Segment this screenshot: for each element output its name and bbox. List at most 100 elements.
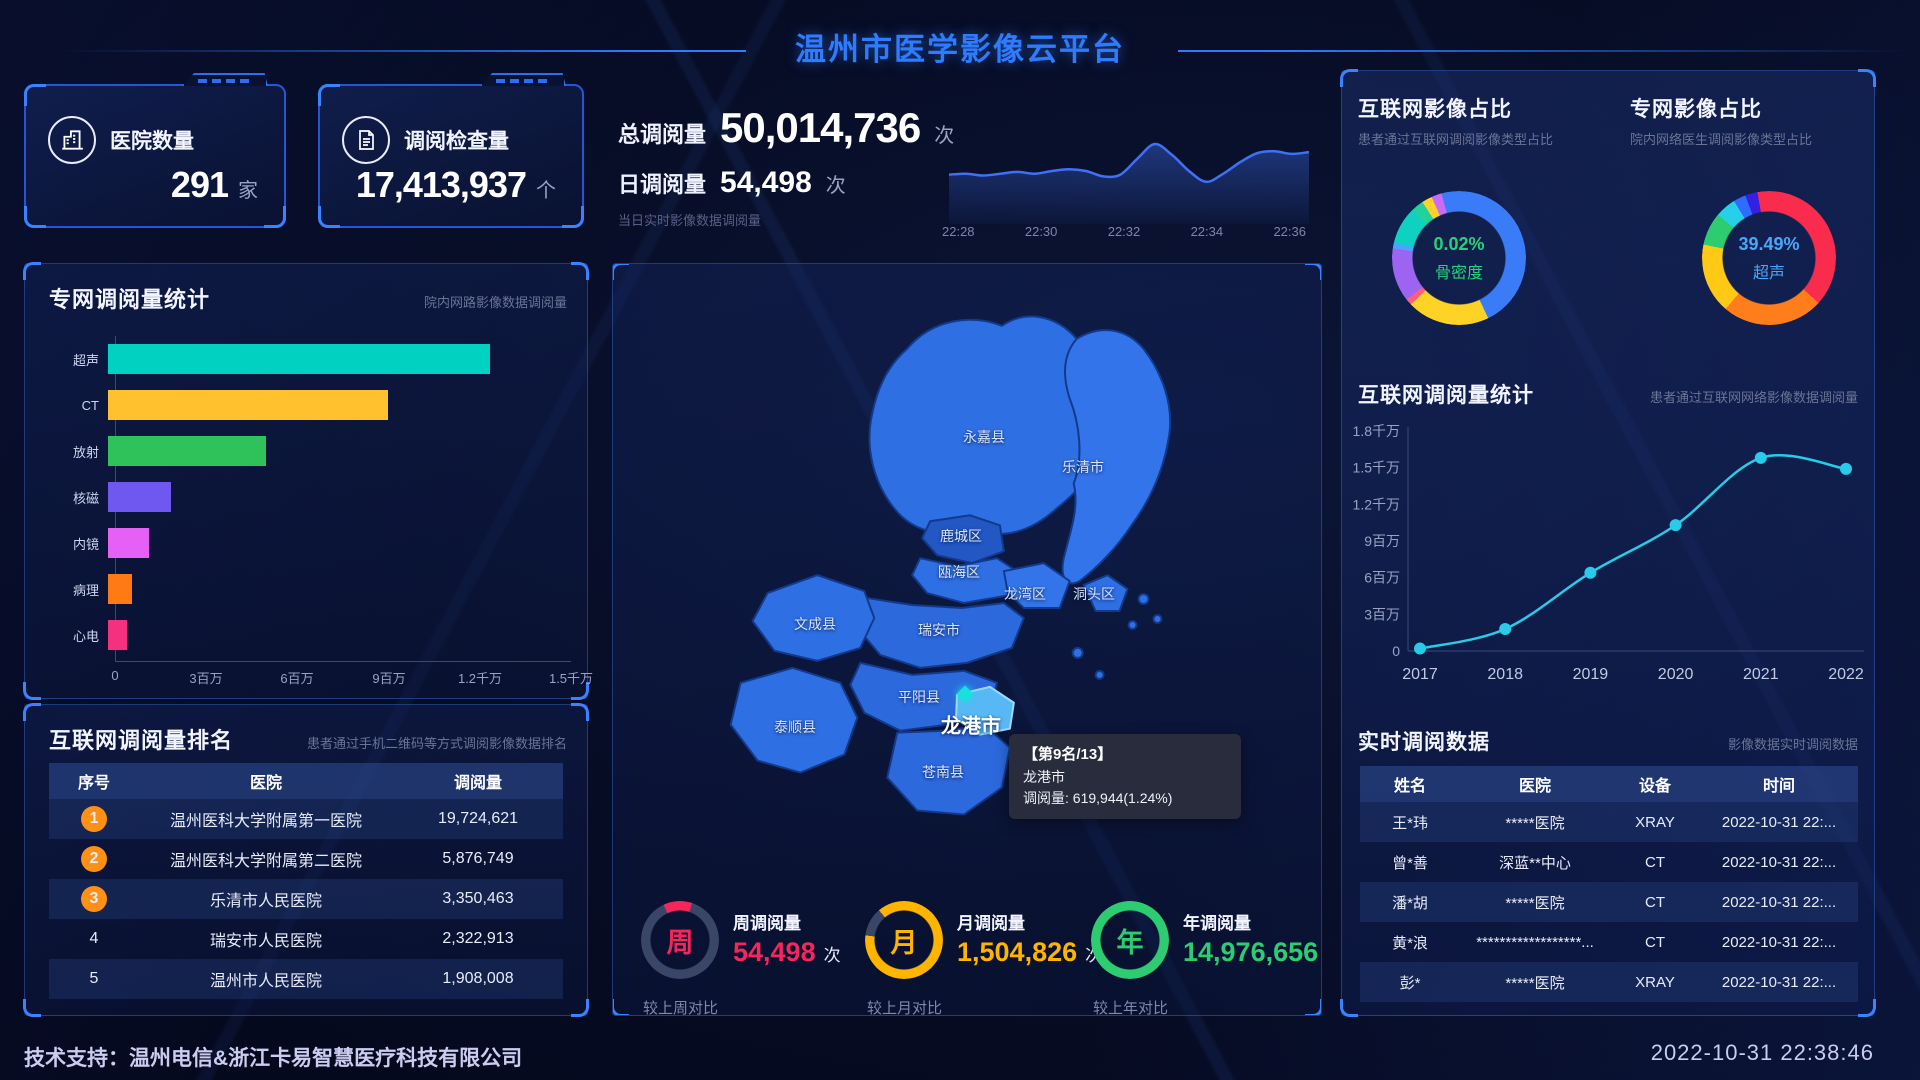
donut1-title: 互联网影像占比	[1358, 98, 1512, 121]
bar[interactable]	[108, 436, 266, 466]
sparkline-time-tick: 22:28	[942, 224, 975, 239]
bar-axis-tick: 1.5千万	[548, 671, 594, 686]
right-stats-panel: 互联网影像占比 患者通过互联网调阅影像类型占比 专网影像占比 院内网络医生调阅影…	[1340, 69, 1876, 1017]
hospital-name: 乐清市人民医院	[209, 893, 322, 910]
footer-timestamp: 2022-10-31 22:38:46	[1650, 1040, 1874, 1065]
view-time: 2022-10-31 22:...	[1721, 853, 1837, 871]
line-chart-title: 互联网调阅量统计	[1358, 384, 1534, 407]
totals-block: 总调阅量 50,014,736 次 日调阅量 54,498 次 当日实时影像数据…	[618, 104, 954, 229]
svg-text:2022: 2022	[1828, 666, 1864, 683]
bar-row: 心电	[51, 612, 571, 658]
map-region-wencheng	[751, 574, 876, 662]
tooltip-value: 调阅量: 619,944(1.24%)	[1023, 789, 1173, 806]
gauge-unit: 次	[823, 946, 841, 965]
bar-category-label: 超声	[72, 352, 99, 368]
realtime-subtitle: 影像数据实时调阅数据	[1727, 737, 1858, 752]
card-notch-decoration	[480, 73, 566, 86]
gauge-compare-label: 较上周对比	[643, 1000, 719, 1016]
sparkline-time-tick: 22:32	[1107, 224, 1141, 239]
bar-category-label: 病理	[72, 582, 99, 598]
realtime-trend-sparkline[interactable]	[949, 112, 1309, 224]
panel-title: 互联网调阅量排名	[49, 728, 234, 753]
svg-text:3百万: 3百万	[1364, 606, 1400, 622]
patient-name: 潘*胡	[1392, 894, 1428, 912]
bar[interactable]	[108, 574, 132, 604]
rank-badge: 3	[81, 886, 107, 912]
gauge-ring	[865, 901, 943, 979]
map-region-longgang-highlighted	[955, 685, 1015, 736]
ranking-table-header: 序号 医院 调阅量	[49, 763, 563, 799]
view-time: 2022-10-31 22:...	[1721, 813, 1837, 831]
bar[interactable]	[108, 482, 171, 512]
bar-track	[107, 344, 571, 374]
bar-row: CT	[51, 382, 571, 428]
panel-subtitle: 患者通过手机二维码等方式调阅影像数据排名	[306, 736, 567, 751]
stat-card-unit: 个	[536, 180, 556, 202]
gauge-title: 月调阅量	[957, 914, 1025, 933]
map-tooltip: 【第9名/13】 龙港市 调阅量: 619,944(1.24%)	[1009, 734, 1241, 819]
sparkline-time-tick: 22:30	[1024, 224, 1058, 239]
gauge-ring	[1091, 901, 1169, 979]
bar-track	[107, 390, 571, 420]
donut2-center-value: 39.49%	[1738, 233, 1800, 254]
view-count: 3,350,463	[442, 890, 514, 907]
sparkline-time-axis: 22:28 22:30 22:32 22:34 22:36	[942, 224, 1306, 239]
gauge-ring	[641, 901, 719, 979]
private-net-bar-chart[interactable]: 超声 CT 放射 核磁 内镜 病理 心电	[51, 336, 571, 662]
hospital-icon	[48, 116, 96, 164]
ranking-table-row: 2 温州医科大学附属第二医院 5,876,749	[49, 839, 563, 879]
hospital-name: *****医院	[1505, 894, 1565, 912]
map-island	[1127, 619, 1138, 630]
bar-track	[107, 436, 571, 466]
map-region-lucheng	[921, 514, 1005, 565]
bar[interactable]	[108, 620, 127, 650]
bar[interactable]	[108, 528, 149, 558]
bar-axis-tick: 9百万	[372, 671, 406, 686]
gauge-value: 14,976,656	[1183, 937, 1319, 967]
gauge-letter: 周	[666, 927, 694, 958]
bar-track	[107, 482, 571, 512]
private-image-share-donut[interactable]	[1702, 191, 1836, 325]
view-count: 19,724,621	[437, 810, 519, 827]
ranking-table: 序号 医院 调阅量 1 温州医科大学附属第一医院 19,724,621 2 温州医科大学附属第…	[49, 763, 563, 999]
column-header: 序号	[77, 775, 110, 792]
hospital-name: *****医院	[1505, 974, 1565, 992]
tooltip-rank: 【第9名/13】	[1023, 746, 1113, 763]
bar-category-label: 放射	[72, 444, 99, 460]
bar-axis-tick: 3百万	[189, 671, 223, 686]
internet-views-line-chart[interactable]: 0 3百万 6百万 9百万 1.2千万 1.5千万 1.8千万 2017 2018 2019 202…	[1350, 419, 1870, 699]
wenzhou-map[interactable]	[613, 264, 1321, 1015]
total-views-label: 总调阅量	[618, 122, 707, 147]
donut1-subtitle: 患者通过互联网调阅影像类型占比	[1358, 132, 1554, 147]
patient-name: 王*玮	[1392, 814, 1428, 832]
device-type: CT	[1645, 893, 1665, 911]
total-views-value: 50,014,736	[720, 104, 921, 151]
bar[interactable]	[108, 390, 388, 420]
svg-text:0: 0	[1392, 643, 1400, 659]
total-views-unit: 次	[934, 125, 955, 147]
rank-number: 5	[89, 970, 99, 987]
svg-text:9百万: 9百万	[1364, 533, 1400, 549]
bar-row: 放射	[51, 428, 571, 474]
gauge-compare-label: 较上年对比	[1093, 1000, 1169, 1016]
ranking-table-row: 5 温州市人民医院 1,908,008	[49, 959, 563, 999]
bar-axis-tick: 0	[111, 668, 119, 683]
ranking-table-row: 4 瑞安市人民医院 2,322,913	[49, 919, 563, 959]
bar-row: 病理	[51, 566, 571, 612]
realtime-table-row: 王*玮 *****医院 XRAY 2022-10-31 22:...	[1360, 802, 1858, 842]
panel-title: 专网调阅量统计	[49, 287, 211, 312]
internet-image-share-donut[interactable]	[1392, 191, 1526, 325]
donut2-center: 39.49% 超声	[1702, 191, 1836, 325]
private-net-stats-panel: 专网调阅量统计 院内网路影像数据调阅量 超声 CT 放射 核磁 内镜 病理 心电 0 3百万 6…	[23, 262, 593, 700]
bar[interactable]	[108, 344, 490, 374]
bar-row: 内镜	[51, 520, 571, 566]
gauge-title: 年调阅量	[1183, 914, 1251, 933]
rank-badge: 1	[81, 806, 107, 832]
map-island	[1152, 614, 1163, 624]
bar-axis-tick: 6百万	[280, 671, 314, 686]
column-header: 医院	[249, 775, 282, 792]
svg-text:1.5千万: 1.5千万	[1353, 460, 1400, 476]
